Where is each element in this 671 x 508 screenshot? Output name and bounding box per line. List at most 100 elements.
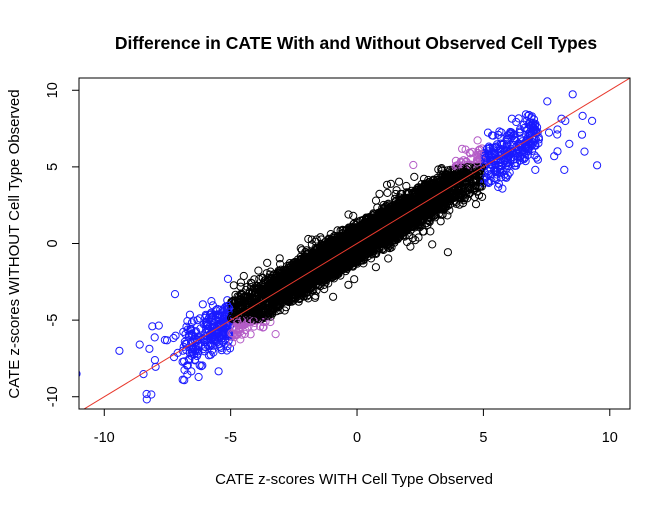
data-point: [417, 180, 426, 189]
data-point: [348, 248, 357, 257]
data-point: [224, 331, 233, 340]
data-point: [193, 316, 202, 325]
data-point: [287, 271, 296, 280]
data-point: [302, 246, 311, 255]
data-point: [422, 190, 431, 199]
data-point: [297, 246, 306, 255]
data-point: [202, 335, 211, 344]
data-point: [362, 215, 371, 224]
data-point: [510, 159, 520, 168]
data-point: [412, 219, 421, 228]
data-point: [371, 196, 381, 205]
data-point: [345, 223, 354, 232]
data-point: [261, 294, 270, 303]
data-point: [356, 256, 366, 265]
data-point: [272, 282, 281, 291]
data-point: [219, 316, 228, 325]
data-point: [577, 130, 587, 139]
data-point: [464, 176, 473, 185]
data-point: [250, 301, 259, 310]
data-point: [437, 165, 446, 174]
data-point: [368, 236, 377, 245]
data-point: [388, 229, 397, 238]
data-point: [490, 174, 499, 183]
data-point: [364, 252, 373, 261]
data-point: [266, 310, 275, 319]
data-point: [344, 210, 353, 219]
data-point: [495, 167, 505, 177]
data-point: [206, 350, 215, 359]
data-point: [291, 282, 300, 292]
data-point: [197, 362, 206, 371]
data-point: [347, 244, 356, 253]
data-point: [400, 232, 409, 241]
data-point: [299, 292, 308, 301]
data-point: [489, 131, 498, 140]
data-point: [593, 161, 602, 170]
data-point: [195, 361, 204, 370]
data-point: [362, 241, 371, 250]
data-point: [442, 179, 451, 188]
data-point: [326, 265, 335, 274]
data-point: [544, 128, 554, 137]
data-point: [267, 300, 276, 309]
data-point: [410, 172, 419, 181]
data-point: [302, 292, 311, 301]
y-tick-label: 5: [45, 163, 61, 171]
data-point: [261, 308, 270, 317]
data-point: [494, 182, 503, 192]
data-point: [438, 166, 447, 175]
data-point: [191, 345, 200, 354]
data-point: [329, 261, 338, 270]
data-point: [379, 220, 389, 229]
data-point: [430, 188, 439, 197]
data-point: [257, 307, 266, 316]
data-point: [463, 182, 472, 192]
data-point: [409, 160, 418, 170]
data-point: [353, 258, 362, 267]
data-point: [471, 200, 481, 209]
data-point: [490, 156, 499, 165]
data-point: [319, 253, 328, 263]
data-point: [180, 376, 189, 385]
data-point: [236, 278, 245, 287]
data-point: [326, 230, 335, 239]
data-point: [180, 357, 189, 366]
data-point: [422, 192, 431, 201]
data-point: [373, 246, 382, 255]
data-point: [474, 146, 483, 155]
data-point: [338, 229, 347, 238]
data-point: [411, 236, 420, 245]
data-point: [543, 97, 552, 106]
data-point: [233, 313, 242, 322]
data-point: [263, 258, 272, 267]
data-point: [191, 342, 200, 351]
data-point: [335, 244, 344, 254]
data-point: [228, 338, 237, 347]
data-point: [316, 233, 325, 242]
data-point: [484, 144, 493, 153]
data-point: [160, 335, 169, 345]
y-tick-label: 10: [45, 82, 61, 98]
data-point: [371, 263, 380, 272]
data-point: [170, 290, 180, 299]
data-point: [383, 188, 392, 197]
data-point: [507, 114, 516, 123]
data-point: [374, 225, 383, 234]
data-point: [336, 226, 345, 235]
data-point: [320, 285, 329, 294]
data-point: [225, 304, 234, 313]
data-point: [553, 125, 562, 134]
data-point: [135, 340, 144, 349]
data-point: [252, 313, 261, 322]
data-point: [185, 310, 194, 319]
data-point: [203, 341, 213, 350]
data-point: [285, 286, 294, 296]
data-point: [472, 174, 481, 183]
data-point: [306, 274, 315, 283]
data-point: [460, 194, 469, 203]
data-point: [522, 135, 532, 144]
data-point: [324, 234, 333, 243]
data-point: [205, 321, 214, 331]
